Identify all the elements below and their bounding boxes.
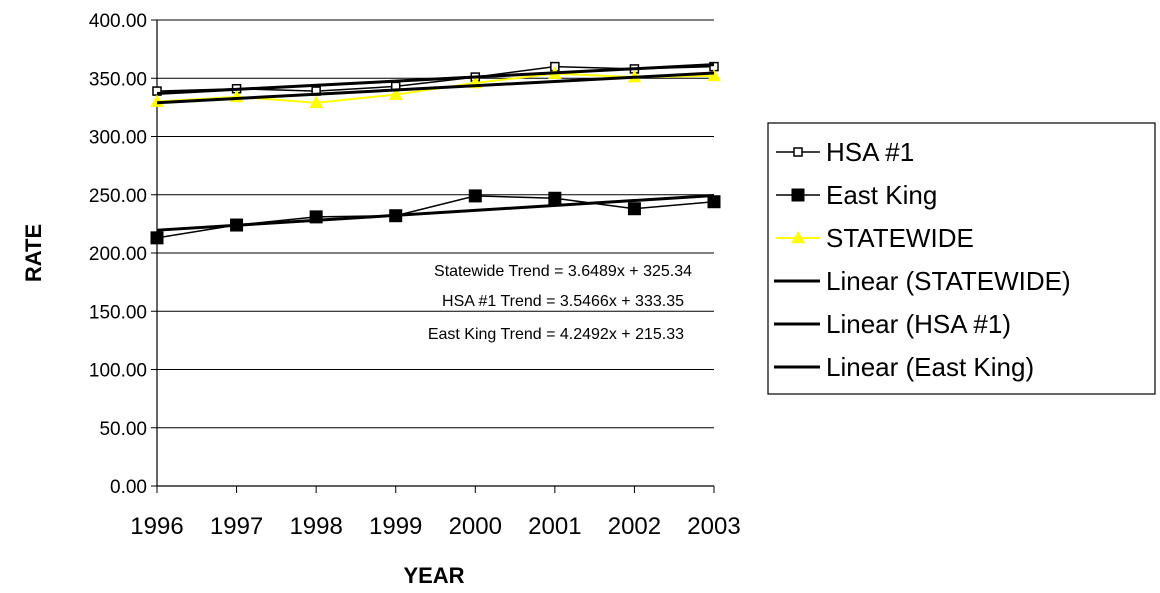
trend-equation-label: Statewide Trend = 3.6489x + 325.34 bbox=[434, 263, 692, 280]
x-tick-label: 2001 bbox=[528, 513, 581, 540]
data-point bbox=[309, 95, 323, 109]
trend-equation-label: East King Trend = 4.2492x + 215.33 bbox=[428, 326, 684, 343]
x-tick-label: 1997 bbox=[210, 513, 263, 540]
x-tick-label: 1998 bbox=[289, 513, 342, 540]
data-point bbox=[468, 189, 482, 203]
data-point bbox=[707, 68, 721, 82]
legend-entry: Linear (STATEWIDE) bbox=[774, 266, 1071, 296]
legend-label: Linear (East King) bbox=[826, 352, 1034, 382]
legend-marker bbox=[793, 147, 803, 157]
series-east-king bbox=[150, 189, 721, 245]
legend-label: HSA #1 bbox=[826, 137, 914, 167]
legend-marker bbox=[791, 188, 805, 202]
legend-entry: Linear (East King) bbox=[774, 352, 1034, 382]
legend-entry: Linear (HSA #1) bbox=[774, 309, 1011, 339]
y-tick-label: 400.00 bbox=[89, 11, 147, 32]
legend-entry: East King bbox=[776, 180, 937, 210]
data-point bbox=[548, 191, 562, 205]
y-tick-label: 0.00 bbox=[110, 477, 147, 498]
trend-equation-label: HSA #1 Trend = 3.5466x + 333.35 bbox=[442, 293, 684, 310]
x-tick-label: 2003 bbox=[687, 513, 740, 540]
legend-entry: HSA #1 bbox=[776, 137, 914, 167]
y-tick-label: 100.00 bbox=[89, 361, 147, 382]
x-tick-label: 1999 bbox=[369, 513, 422, 540]
x-tick-label: 1996 bbox=[130, 513, 183, 540]
trendline-hsa-1 bbox=[156, 63, 715, 96]
legend: HSA #1 East King STATEWIDE Linear (STATEWID… bbox=[767, 122, 1156, 395]
legend-label: STATEWIDE bbox=[826, 223, 974, 253]
x-axis-title: YEAR bbox=[403, 563, 464, 588]
axes: 0.00 50.00 100.00 150.00 200.00 250.00 300.00 3… bbox=[89, 11, 741, 540]
y-axis-title: RATE bbox=[21, 224, 46, 282]
trendline-layer bbox=[156, 63, 715, 232]
y-tick-label: 300.00 bbox=[89, 128, 147, 149]
data-point bbox=[707, 195, 721, 209]
data-point bbox=[627, 202, 641, 216]
y-tick-label: 200.00 bbox=[89, 244, 147, 265]
grid bbox=[157, 19, 714, 429]
x-tick-label: 2000 bbox=[449, 513, 502, 540]
trendline-east-king bbox=[156, 194, 715, 232]
data-point bbox=[150, 231, 164, 245]
y-tick-label: 150.00 bbox=[89, 302, 147, 323]
data-point bbox=[388, 87, 403, 100]
annotations: Statewide Trend = 3.6489x + 325.34 HSA #1… bbox=[428, 263, 692, 343]
legend-label: Linear (HSA #1) bbox=[826, 309, 1011, 339]
legend-label: East King bbox=[826, 180, 937, 210]
y-tick-label: 350.00 bbox=[89, 69, 147, 90]
legend-box bbox=[767, 122, 1156, 395]
y-tick-label: 50.00 bbox=[99, 419, 147, 440]
trendline-statewide bbox=[156, 71, 715, 105]
legend-entry: STATEWIDE bbox=[776, 223, 974, 253]
legend-marker bbox=[791, 230, 805, 244]
y-tick-label: 250.00 bbox=[89, 186, 147, 207]
legend-label: Linear (STATEWIDE) bbox=[826, 266, 1071, 296]
x-tick-label: 2002 bbox=[608, 513, 661, 540]
